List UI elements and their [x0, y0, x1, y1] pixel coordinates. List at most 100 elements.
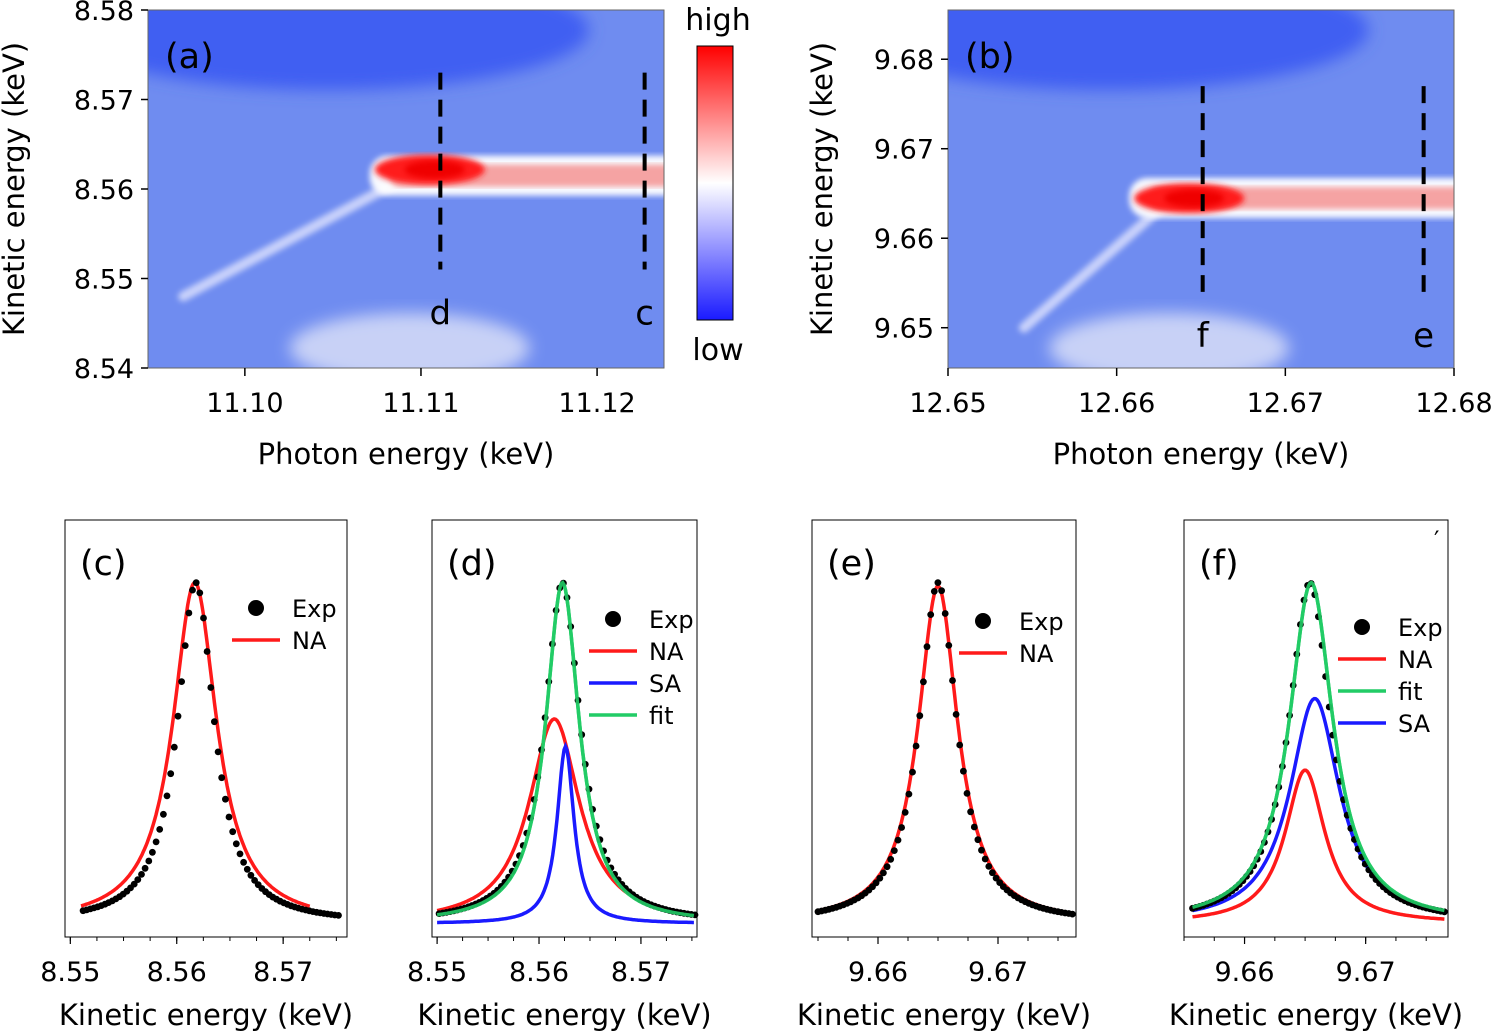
x-tick-label-a: 11.12	[558, 388, 635, 419]
data-point-e	[938, 587, 945, 595]
series-line-fit-overlay-f	[1192, 580, 1445, 913]
data-point-e	[967, 808, 974, 816]
legend-label-fit-f: fit	[1398, 678, 1423, 706]
data-point-e	[901, 809, 909, 816]
colorbar-low-label: low	[692, 333, 743, 368]
plot-frame-c	[64, 519, 348, 938]
x-axis-title-e: Kinetic energy (keV)	[797, 998, 1091, 1032]
data-point-c	[156, 826, 164, 833]
y-tick-label-a: 8.58	[74, 0, 134, 27]
data-point-e	[960, 767, 967, 775]
x-tick-label-a: 11.10	[206, 388, 283, 419]
panel-label-d: (d)	[447, 544, 497, 584]
cut-label-d: d	[430, 294, 452, 334]
data-point-c	[203, 648, 211, 655]
heatmap-b	[948, 10, 1454, 368]
data-point-c	[170, 743, 178, 751]
data-point-e	[974, 836, 982, 844]
y-tick-label-b: 9.65	[874, 314, 934, 345]
data-point-c	[232, 840, 240, 848]
data-point-c	[243, 865, 251, 873]
heatmap-resonance-core	[1164, 189, 1225, 208]
data-point-e	[898, 824, 905, 831]
data-point-c	[167, 770, 175, 778]
x-tick-label-b: 12.66	[1078, 388, 1155, 419]
data-point-e	[883, 863, 891, 871]
data-point-c	[138, 871, 145, 878]
data-point-e	[970, 823, 978, 831]
data-point-c	[185, 609, 193, 617]
legend-marker-exp-c	[248, 600, 264, 616]
heatmap-dark-region	[148, 10, 589, 90]
heatmap-dark-region	[948, 10, 1369, 90]
data-point-e	[934, 579, 942, 586]
data-point-e	[985, 863, 993, 870]
stray-mark: ′	[1434, 526, 1439, 554]
data-point-c	[200, 614, 207, 622]
y-tick-label-b: 9.67	[874, 135, 934, 166]
data-point-c	[163, 792, 171, 800]
x-tick-label-c: 8.57	[253, 957, 313, 988]
data-point-c	[218, 774, 226, 782]
data-point-e	[920, 678, 927, 686]
data-point-c	[181, 642, 189, 649]
y-axis-title-b: Kinetic energy (keV)	[805, 42, 839, 336]
data-point-e	[876, 874, 884, 882]
x-tick-label-f: 9.66	[1214, 957, 1274, 988]
data-point-e	[912, 742, 920, 750]
data-point-c	[134, 876, 142, 883]
data-point-c	[149, 848, 156, 856]
x-tick-label-a: 11.11	[382, 388, 459, 419]
data-point-c	[189, 586, 196, 594]
colorbar	[696, 45, 734, 321]
data-point-e	[945, 642, 953, 649]
y-tick-label-a: 8.55	[74, 265, 134, 296]
data-point-e	[880, 869, 887, 877]
data-point-c	[236, 850, 244, 858]
x-tick-label-e: 9.67	[968, 957, 1028, 988]
data-point-e	[963, 790, 971, 797]
data-point-e	[952, 711, 960, 718]
heatmap-diagonal-streak	[1018, 204, 1165, 333]
data-point-c	[214, 748, 222, 756]
y-tick-label-a: 8.56	[74, 175, 134, 206]
data-point-e	[989, 869, 996, 877]
x-tick-label-b: 12.68	[1415, 388, 1492, 419]
series-line-na-f	[1192, 768, 1445, 921]
x-tick-label-b: 12.67	[1247, 388, 1324, 419]
cut-label-e: e	[1413, 316, 1434, 356]
x-tick-label-c: 8.56	[147, 957, 207, 988]
data-point-e	[923, 643, 931, 651]
data-point-e	[887, 855, 895, 863]
y-tick-label-a: 8.54	[74, 354, 134, 385]
legend-marker-exp-e	[975, 613, 991, 629]
legend-label-exp-c: Exp	[292, 595, 337, 623]
legend-label-na-e: NA	[1019, 640, 1054, 668]
y-axis-title-a: Kinetic energy (keV)	[0, 42, 31, 336]
data-point-e	[978, 846, 985, 854]
data-point-e	[981, 855, 989, 863]
heatmap-a	[148, 10, 664, 368]
panel-label-c: (c)	[80, 544, 127, 584]
panel-label-a: (a)	[165, 37, 214, 77]
data-point-c	[335, 912, 342, 919]
data-point-e	[890, 847, 898, 854]
data-point-c	[141, 864, 149, 872]
data-point-c	[178, 678, 186, 685]
data-point-e	[930, 588, 938, 595]
x-axis-title-c: Kinetic energy (keV)	[59, 998, 353, 1032]
data-point-e	[949, 677, 956, 684]
heatmap-lower-glow	[289, 313, 530, 368]
data-point-c	[247, 871, 255, 879]
legend-label-na-d: NA	[649, 638, 684, 666]
heatmap-lower-glow	[1049, 313, 1290, 368]
data-point-e	[1069, 910, 1076, 918]
data-point-e	[905, 790, 913, 798]
x-tick-label-d: 8.56	[509, 957, 569, 988]
data-point-c	[229, 828, 237, 836]
colorbar-high-label: high	[685, 3, 750, 38]
heatmap-resonance-core	[404, 160, 465, 179]
x-tick-label-c: 8.55	[40, 957, 100, 988]
legend-label-exp-d: Exp	[649, 606, 694, 634]
x-tick-label-e: 9.66	[848, 957, 908, 988]
